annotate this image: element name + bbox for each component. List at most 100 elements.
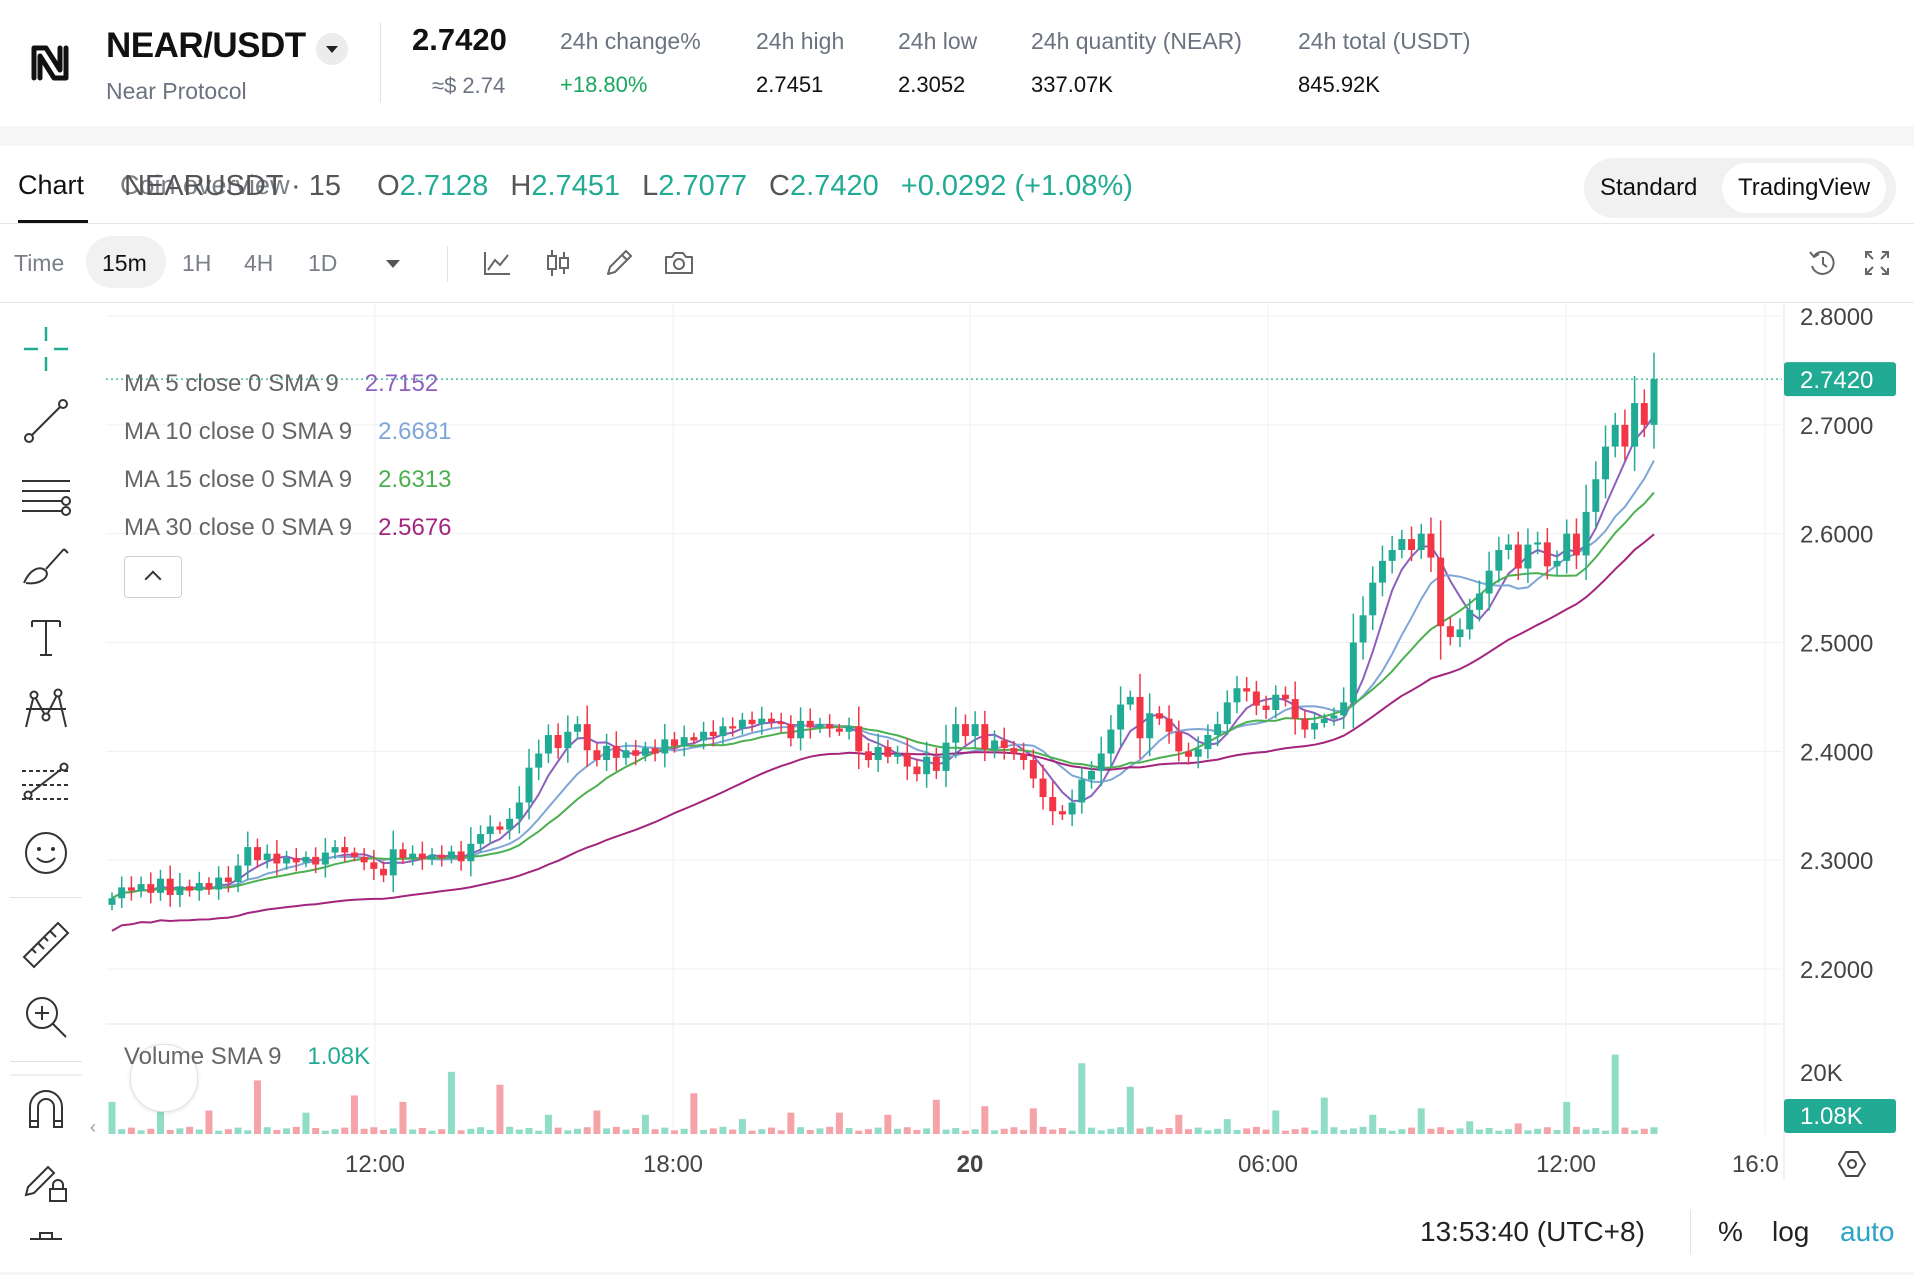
candle bbox=[748, 719, 756, 725]
volume-bar bbox=[1136, 1128, 1144, 1134]
magnet-icon[interactable] bbox=[20, 1083, 72, 1135]
volume-bar bbox=[816, 1128, 824, 1134]
candle bbox=[341, 847, 349, 853]
volume-bar bbox=[283, 1128, 291, 1134]
pattern-icon[interactable] bbox=[20, 683, 72, 735]
fullscreen-icon[interactable] bbox=[1860, 246, 1894, 280]
candle bbox=[1631, 403, 1639, 447]
volume-bar bbox=[661, 1127, 669, 1134]
candle bbox=[447, 851, 455, 858]
text-icon[interactable] bbox=[20, 611, 72, 663]
candle bbox=[1126, 696, 1134, 705]
candle bbox=[1029, 760, 1037, 779]
volume-bar bbox=[312, 1128, 320, 1134]
volume-bar bbox=[1495, 1130, 1503, 1134]
volume-bar bbox=[1107, 1128, 1115, 1134]
volume-legend[interactable]: Volume SMA 9 1.08K bbox=[124, 1043, 370, 1071]
ma30-legend[interactable]: MA 30 close 0 SMA 9 2.5676 bbox=[124, 514, 452, 542]
lock-drawings-icon[interactable] bbox=[20, 1155, 72, 1207]
volume-bar bbox=[1534, 1128, 1542, 1134]
volume-bar bbox=[1078, 1063, 1086, 1134]
volume-bar bbox=[1194, 1127, 1202, 1134]
volume-bar bbox=[1233, 1129, 1241, 1134]
volume-bar bbox=[1175, 1114, 1183, 1134]
volume-bar bbox=[1301, 1127, 1309, 1134]
volume-bar bbox=[166, 1129, 174, 1134]
tab-coin-overview[interactable]: Coin overview bbox=[120, 170, 290, 200]
forecast-icon[interactable] bbox=[20, 755, 72, 807]
volume-bar bbox=[923, 1128, 931, 1134]
volume-bar bbox=[1340, 1129, 1348, 1134]
indicators-icon[interactable] bbox=[480, 246, 514, 280]
percent-scale-button[interactable]: % bbox=[1718, 1216, 1743, 1247]
volume-bar bbox=[583, 1127, 591, 1134]
volume-bar bbox=[380, 1129, 388, 1134]
candle bbox=[360, 856, 368, 863]
ma5-value: 2.7152 bbox=[364, 370, 439, 397]
symbol-label[interactable]: NEARUSDT · 15 bbox=[124, 170, 342, 202]
volume-bar bbox=[1252, 1126, 1260, 1134]
volume-bar bbox=[1281, 1130, 1289, 1134]
interval-15m[interactable]: 15m bbox=[102, 250, 147, 276]
volume-bar bbox=[1262, 1129, 1270, 1134]
trend-line-icon[interactable] bbox=[20, 395, 72, 447]
crosshair-icon[interactable] bbox=[20, 323, 72, 375]
volume-bar bbox=[1184, 1129, 1192, 1134]
snapshot-icon[interactable] bbox=[662, 246, 696, 280]
replay-icon[interactable] bbox=[1806, 246, 1840, 280]
volume-bar bbox=[1126, 1086, 1134, 1134]
candle bbox=[1204, 735, 1212, 750]
time-tick-label: 20 bbox=[957, 1151, 984, 1178]
collapse-legend-button[interactable] bbox=[124, 556, 182, 598]
auto-scale-button[interactable]: auto bbox=[1840, 1216, 1895, 1247]
interval-1d[interactable]: 1D bbox=[308, 250, 338, 276]
volume-bar bbox=[1640, 1128, 1648, 1134]
change-value: +0.0292 (+1.08%) bbox=[900, 170, 1133, 202]
ma5-line bbox=[111, 415, 1655, 900]
brush-icon[interactable] bbox=[20, 539, 72, 591]
ma5-legend[interactable]: MA 5 close 0 SMA 9 2.7152 bbox=[124, 370, 438, 398]
more-intervals-icon[interactable] bbox=[386, 260, 400, 268]
tab-chart[interactable]: Chart bbox=[18, 170, 85, 200]
divider bbox=[1690, 1210, 1691, 1254]
log-scale-button[interactable]: log bbox=[1772, 1216, 1810, 1247]
divider bbox=[10, 897, 82, 898]
volume-bar bbox=[108, 1101, 116, 1134]
tradingview-button[interactable]: TradingView bbox=[1722, 163, 1887, 213]
emoji-icon[interactable] bbox=[20, 827, 72, 879]
stat-label: 24h change% bbox=[560, 28, 701, 54]
interval-1h[interactable]: 1H bbox=[182, 250, 212, 276]
volume-bar bbox=[971, 1129, 979, 1134]
volume-bar bbox=[1475, 1129, 1483, 1134]
clock[interactable]: 13:53:40 (UTC+8) bbox=[1420, 1216, 1645, 1247]
horizontal-lines-icon[interactable] bbox=[20, 467, 72, 519]
volume-bar bbox=[341, 1127, 349, 1134]
volume-bar bbox=[176, 1128, 184, 1134]
tradingview-logo-icon[interactable] bbox=[130, 1044, 198, 1112]
candle bbox=[1243, 688, 1251, 692]
candle bbox=[1184, 751, 1192, 757]
volume-bar bbox=[370, 1127, 378, 1134]
trash-icon[interactable] bbox=[20, 1223, 72, 1275]
volume-bar bbox=[1631, 1130, 1639, 1134]
volume-bar bbox=[244, 1130, 252, 1134]
volume-bar bbox=[186, 1126, 194, 1134]
price-tick-label: 2.8000 bbox=[1800, 304, 1873, 331]
candle bbox=[1117, 704, 1125, 730]
pair-dropdown-icon[interactable] bbox=[316, 33, 348, 65]
zoom-in-icon[interactable] bbox=[20, 991, 72, 1043]
chart-type-icon[interactable] bbox=[541, 246, 575, 280]
divider bbox=[10, 1061, 82, 1062]
last-price-value: 2.7420 bbox=[1800, 367, 1873, 394]
candle bbox=[1165, 718, 1173, 732]
volume-bar bbox=[632, 1128, 640, 1134]
interval-4h[interactable]: 4H bbox=[244, 250, 274, 276]
ma10-legend[interactable]: MA 10 close 0 SMA 9 2.6681 bbox=[124, 418, 452, 446]
ma15-legend[interactable]: MA 15 close 0 SMA 9 2.6313 bbox=[124, 466, 452, 494]
draw-icon[interactable] bbox=[602, 246, 636, 280]
standard-view-button[interactable]: Standard bbox=[1600, 174, 1698, 201]
pair-title[interactable]: NEAR/USDT bbox=[106, 26, 306, 65]
ruler-icon[interactable] bbox=[20, 919, 72, 971]
time-tick-label: 16:0 bbox=[1732, 1151, 1779, 1178]
